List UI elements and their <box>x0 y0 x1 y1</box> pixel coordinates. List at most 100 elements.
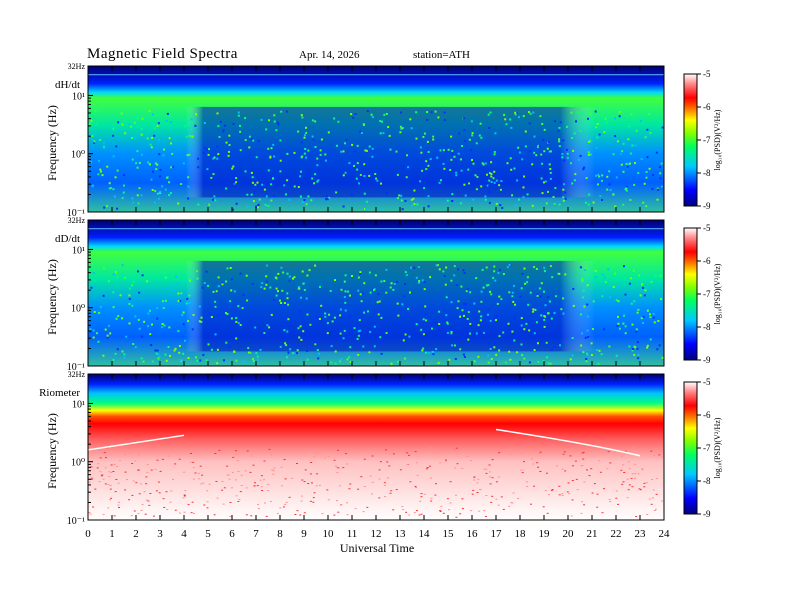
noise-speck <box>226 474 229 476</box>
noise-speck <box>471 493 474 495</box>
noise-speck <box>544 180 547 183</box>
noise-speck <box>582 289 585 292</box>
noise-speck <box>329 290 332 292</box>
noise-speck <box>363 175 366 177</box>
noise-speck <box>493 151 496 153</box>
noise-speck <box>95 123 98 126</box>
noise-speck <box>448 509 450 511</box>
noise-speck <box>497 476 500 478</box>
x-tick-label: 23 <box>635 528 647 540</box>
noise-speck <box>303 289 306 291</box>
noise-speck <box>218 449 221 451</box>
noise-speck <box>280 266 283 269</box>
noise-speck <box>457 300 460 303</box>
noise-speck <box>554 187 557 189</box>
noise-speck <box>434 110 437 113</box>
noise-speck <box>576 268 579 271</box>
noise-speck <box>407 166 410 169</box>
noise-speck <box>115 271 118 274</box>
noise-speck <box>554 120 556 123</box>
noise-speck <box>376 179 379 182</box>
noise-speck <box>216 112 219 115</box>
noise-speck <box>632 269 635 272</box>
noise-speck <box>430 111 433 114</box>
noise-speck <box>192 264 195 267</box>
noise-speck <box>547 362 550 365</box>
noise-speck <box>561 494 564 496</box>
noise-speck <box>300 114 303 117</box>
noise-speck <box>110 497 113 499</box>
noise-speck <box>625 266 628 269</box>
noise-speck <box>198 305 201 308</box>
noise-speck <box>419 500 422 502</box>
noise-speck <box>631 348 634 350</box>
noise-speck <box>455 494 457 496</box>
noise-speck <box>516 179 519 182</box>
noise-speck <box>245 514 248 516</box>
noise-speck <box>222 130 225 133</box>
noise-speck <box>284 503 287 505</box>
noise-speck <box>194 472 197 474</box>
noise-speck <box>524 145 527 148</box>
noise-speck <box>309 448 312 450</box>
noise-speck <box>533 266 536 268</box>
noise-speck <box>652 174 655 177</box>
noise-speck <box>302 282 305 285</box>
noise-speck <box>606 188 609 191</box>
noise-speck <box>392 288 395 291</box>
noise-speck <box>342 205 345 208</box>
noise-speck <box>169 501 172 503</box>
noise-speck <box>442 270 445 273</box>
noise-speck <box>603 328 606 331</box>
noise-speck <box>626 497 629 499</box>
noise-speck <box>335 191 338 194</box>
noise-speck <box>551 276 554 279</box>
noise-speck <box>275 294 278 297</box>
noise-speck <box>250 138 253 141</box>
noise-speck <box>591 492 594 494</box>
noise-speck <box>134 315 137 318</box>
noise-speck <box>159 168 162 171</box>
noise-speck <box>276 513 279 515</box>
noise-speck <box>645 205 648 208</box>
noise-speck <box>130 284 133 287</box>
noise-speck <box>183 495 186 497</box>
noise-speck <box>326 322 329 325</box>
noise-speck <box>659 166 661 169</box>
noise-speck <box>109 499 112 501</box>
noise-speck <box>545 341 548 344</box>
noise-speck <box>572 465 574 467</box>
noise-speck <box>521 272 524 275</box>
noise-speck <box>163 507 166 508</box>
noise-speck <box>286 152 289 155</box>
noise-speck <box>562 196 565 199</box>
noise-speck <box>200 320 203 323</box>
noise-speck <box>420 328 423 331</box>
noise-speck <box>141 117 144 120</box>
noise-speck <box>107 280 110 283</box>
noise-speck <box>229 267 232 269</box>
noise-speck <box>235 337 238 340</box>
noise-speck <box>504 361 507 364</box>
noise-speck <box>245 274 248 277</box>
noise-speck <box>351 275 353 277</box>
noise-speck <box>155 490 158 492</box>
noise-speck <box>187 176 190 179</box>
noise-speck <box>460 202 463 205</box>
noise-speck <box>330 345 333 348</box>
noise-speck <box>630 113 633 116</box>
x-tick-label: 1 <box>109 528 115 540</box>
noise-speck <box>496 302 499 305</box>
noise-speck <box>239 130 242 133</box>
noise-speck <box>119 460 121 462</box>
noise-speck <box>252 464 255 466</box>
noise-speck <box>488 342 490 345</box>
noise-speck <box>621 456 624 458</box>
noise-speck <box>346 358 349 361</box>
noise-speck <box>473 479 476 481</box>
noise-speck <box>378 469 381 471</box>
noise-speck <box>528 111 530 114</box>
noise-speck <box>387 126 390 128</box>
noise-speck <box>561 153 564 155</box>
noise-speck <box>259 479 262 481</box>
